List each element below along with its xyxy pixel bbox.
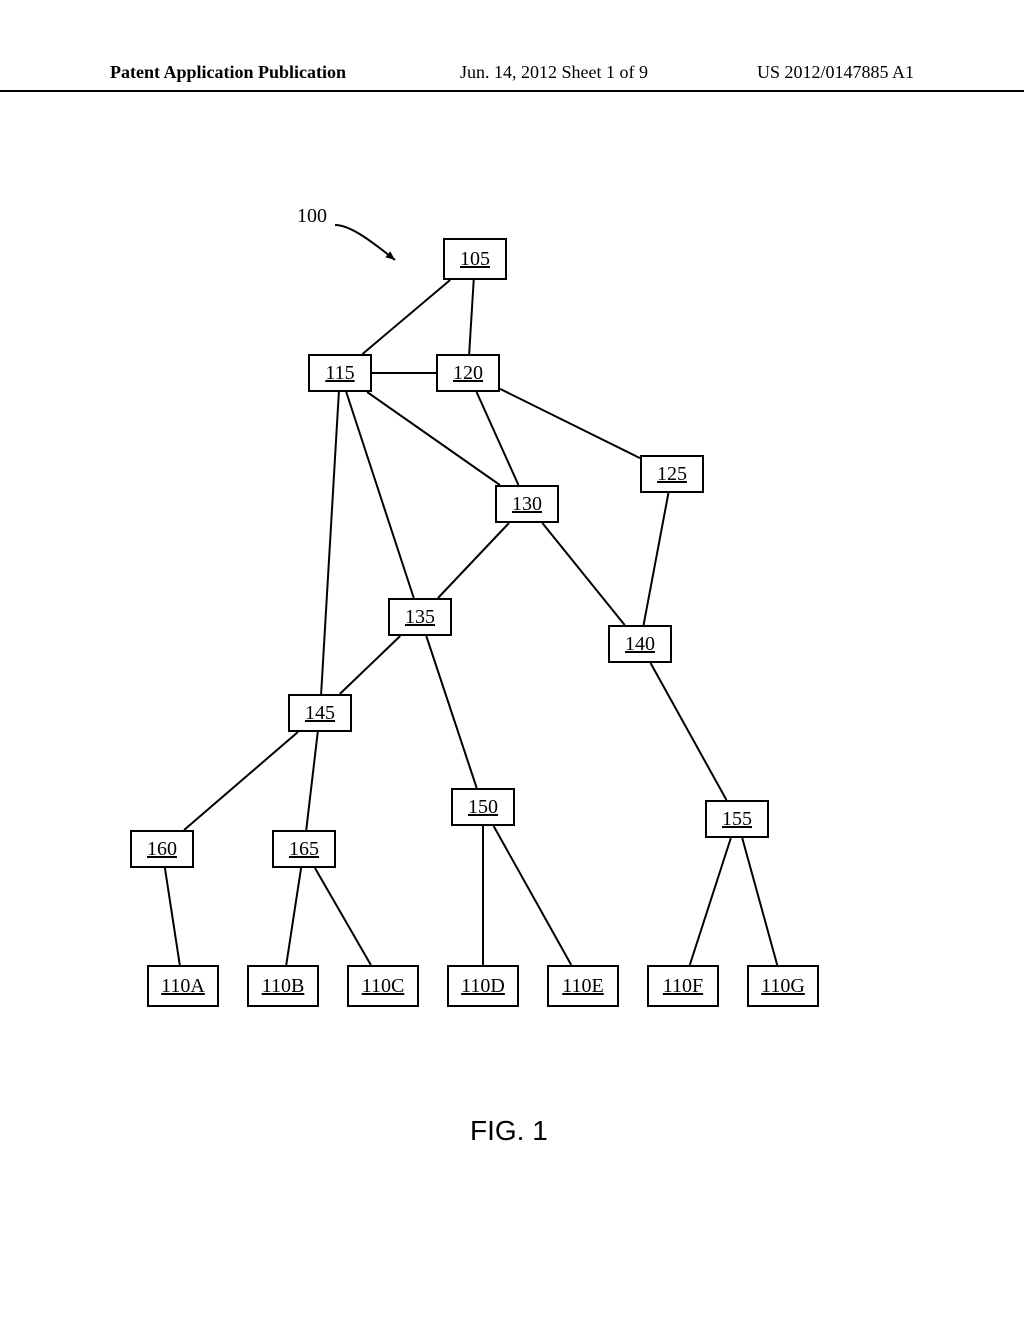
edge-n160-n110A [165,868,180,965]
node-160: 160 [130,830,194,868]
edge-n115-n130 [367,392,500,485]
edge-n125-n140 [644,493,669,625]
node-110b: 110B [247,965,319,1007]
reference-label-100: 100 [297,205,327,228]
node-125: 125 [640,455,704,493]
edge-n120-n125 [500,389,640,458]
page: Patent Application Publication Jun. 14, … [0,0,1024,1320]
edge-n155-n110F [690,838,731,965]
edge-n140-n155 [651,663,727,800]
node-110a: 110A [147,965,219,1007]
node-115: 115 [308,354,372,392]
node-105: 105 [443,238,507,280]
edge-n130-n140 [542,523,624,625]
edge-n145-n165 [306,732,318,830]
node-150: 150 [451,788,515,826]
figure-label: FIG. 1 [470,1115,548,1147]
node-145: 145 [288,694,352,732]
node-130: 130 [495,485,559,523]
node-110g: 110G [747,965,819,1007]
node-110e: 110E [547,965,619,1007]
edge-n130-n135 [438,523,509,598]
edge-n165-n110B [286,868,301,965]
node-110c: 110C [347,965,419,1007]
edge-n165-n110C [315,868,371,965]
reference-arrow [335,225,395,260]
node-110f: 110F [647,965,719,1007]
edge-n150-n110E [494,826,572,965]
edge-n155-n110G [742,838,777,965]
node-155: 155 [705,800,769,838]
edge-n145-n160 [184,732,298,830]
edge-n105-n115 [363,280,451,354]
node-165: 165 [272,830,336,868]
node-110d: 110D [447,965,519,1007]
node-140: 140 [608,625,672,663]
edge-n135-n145 [340,636,400,694]
edge-n135-n150 [426,636,476,788]
edge-n115-n145 [321,392,339,694]
edge-n115-n135 [346,392,414,598]
edge-n120-n130 [477,392,519,485]
node-120: 120 [436,354,500,392]
node-135: 135 [388,598,452,636]
edge-n105-n120 [469,280,474,354]
